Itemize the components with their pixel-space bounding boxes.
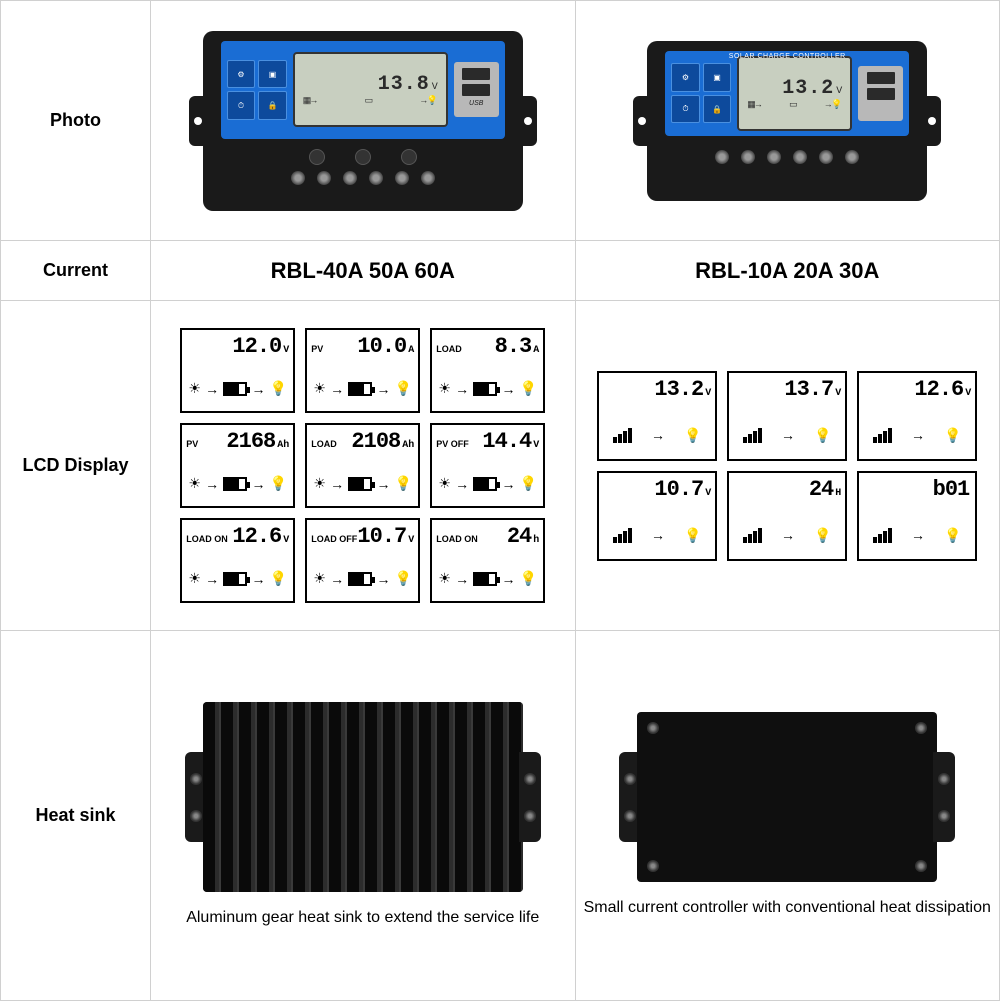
lcd-display-cell: LOAD8.3A☀→→💡 (430, 328, 545, 413)
heatsink-finned (203, 702, 523, 892)
lcd-display-cell: 24H→💡 (727, 471, 847, 561)
lcd-grid-small: 13.2V→💡13.7V→💡12.6V→💡 10.7V→💡24H→💡b01→💡 (584, 371, 992, 561)
feature-icons: ⚙▣ ⏱🔒 (227, 60, 287, 120)
lcd-grid-small-cell: 13.2V→💡13.7V→💡12.6V→💡 10.7V→💡24H→💡b01→💡 (575, 301, 1000, 631)
lcd-display-cell: LOAD2108Ah☀→→💡 (305, 423, 420, 508)
lcd-display-cell: 12.6V→💡 (857, 371, 977, 461)
lcd-grid-large-cell: 12.0V☀→→💡PV10.0A☀→→💡LOAD8.3A☀→→💡 PV2168Ah… (151, 301, 576, 631)
row-label-heatsink: Heat sink (1, 631, 151, 1001)
heatsink-large-cell: Aluminum gear heat sink to extend the se… (151, 631, 576, 1001)
lcd-screen-small: 13.2V ▦→▭→💡 (737, 56, 852, 131)
usb-ports (858, 66, 903, 121)
lcd-display-cell: PV10.0A☀→→💡 (305, 328, 420, 413)
lcd-display-cell: 12.0V☀→→💡 (180, 328, 295, 413)
lcd-display-cell: LOAD OFF10.7V☀→→💡 (305, 518, 420, 603)
photo-cell-large: ⚙▣ ⏱🔒 13.8V ▦→▭→💡 USB (151, 1, 576, 241)
heatsink-flat (637, 712, 937, 882)
photo-cell-small: ⚙▣ ⏱🔒 13.2V ▦→▭→💡 (575, 1, 1000, 241)
controller-small: ⚙▣ ⏱🔒 13.2V ▦→▭→💡 (647, 41, 927, 201)
comparison-table: Photo ⚙▣ ⏱🔒 13.8V ▦→▭→💡 (0, 0, 1000, 1001)
lcd-display-cell: PV OFF14.4V☀→→💡 (430, 423, 545, 508)
lcd-display-cell: 13.7V→💡 (727, 371, 847, 461)
controller-large: ⚙▣ ⏱🔒 13.8V ▦→▭→💡 USB (203, 31, 523, 211)
lcd-display-cell: LOAD ON12.6V☀→→💡 (180, 518, 295, 603)
lcd-display-cell: 13.2V→💡 (597, 371, 717, 461)
current-large: RBL-40A 50A 60A (151, 241, 576, 301)
row-label-current: Current (1, 241, 151, 301)
feature-icons: ⚙▣ ⏱🔒 (671, 63, 731, 123)
row-label-photo: Photo (1, 1, 151, 241)
current-small: RBL-10A 20A 30A (575, 241, 1000, 301)
lcd-grid-large: 12.0V☀→→💡PV10.0A☀→→💡LOAD8.3A☀→→💡 PV2168Ah… (159, 328, 567, 603)
lcd-display-cell: PV2168Ah☀→→💡 (180, 423, 295, 508)
lcd-display-cell: b01→💡 (857, 471, 977, 561)
usb-ports: USB (454, 62, 499, 117)
lcd-display-cell: LOAD ON24h☀→→💡 (430, 518, 545, 603)
heatsink-caption-large: Aluminum gear heat sink to extend the se… (186, 908, 539, 929)
row-label-lcd: LCD Display (1, 301, 151, 631)
heatsink-caption-small: Small current controller with convention… (584, 898, 991, 919)
lcd-display-cell: 10.7V→💡 (597, 471, 717, 561)
heatsink-small-cell: Small current controller with convention… (575, 631, 1000, 1001)
lcd-screen-large: 13.8V ▦→▭→💡 (293, 52, 448, 127)
